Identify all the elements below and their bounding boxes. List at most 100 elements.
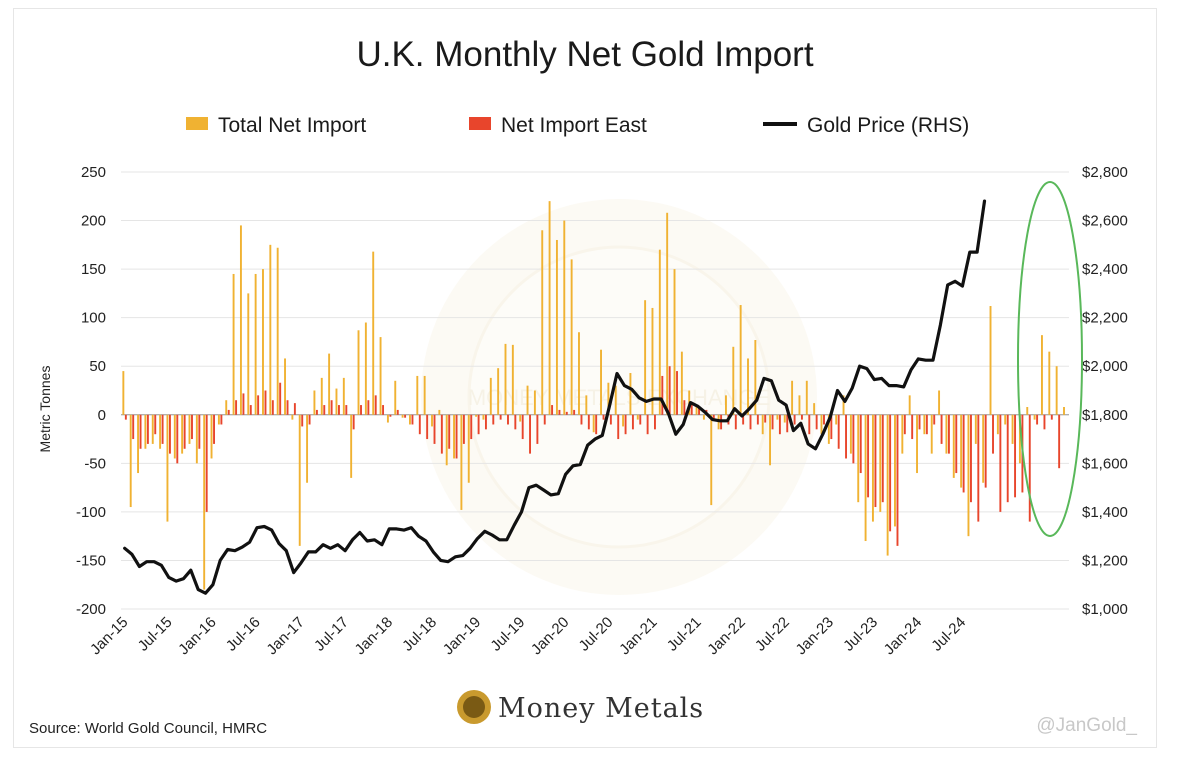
- total-net-import-bar: [548, 201, 551, 415]
- total-net-import-bar: [820, 414, 823, 435]
- total-net-import-bar: [166, 414, 169, 522]
- author-credit: @JanGold_: [1036, 715, 1137, 736]
- watermark-outer-ring: [421, 199, 817, 595]
- total-net-import-bar: [203, 414, 206, 590]
- total-net-import-bar: [776, 414, 779, 420]
- net-import-east-bar: [227, 409, 230, 415]
- net-import-east-bar: [279, 382, 282, 415]
- y-tick-label: 250: [81, 164, 106, 181]
- total-net-import-bar: [511, 344, 514, 415]
- total-net-import-bar: [232, 273, 235, 415]
- total-net-import-bar: [871, 414, 874, 522]
- total-net-import-bar: [1048, 351, 1051, 415]
- legend-swatch-net-import-east: [469, 117, 491, 130]
- net-import-east-bar: [903, 414, 906, 435]
- total-net-import-bar: [644, 300, 647, 415]
- total-net-import-bar: [460, 414, 463, 510]
- net-import-east-bar: [742, 414, 745, 425]
- net-import-east-bar: [551, 405, 554, 415]
- total-net-import-bar: [651, 307, 654, 415]
- total-net-import-bar: [188, 414, 191, 444]
- legend-label-gold-price: Gold Price (RHS): [807, 114, 969, 137]
- y-tick-label: -200: [76, 601, 106, 618]
- total-net-import-bar: [607, 382, 610, 415]
- total-net-import-bar: [813, 403, 816, 415]
- net-import-east-bar: [756, 414, 759, 425]
- x-tick-label: Jul-17: [311, 614, 352, 655]
- net-import-east-bar: [1058, 414, 1061, 469]
- total-net-import-bar: [372, 251, 375, 415]
- net-import-east-bar: [132, 414, 135, 440]
- net-import-east-bar: [352, 414, 355, 430]
- total-net-import-bar: [570, 259, 573, 415]
- net-import-east-bar: [698, 407, 701, 415]
- total-net-import-bar: [159, 414, 162, 449]
- net-import-east-bar: [264, 390, 267, 415]
- net-import-east-bar: [896, 414, 899, 546]
- total-net-import-bar: [1004, 414, 1007, 425]
- net-import-east-bar: [418, 414, 421, 435]
- total-net-import-bar: [1018, 414, 1021, 464]
- net-import-east-bar: [889, 414, 892, 532]
- net-import-east-bar: [345, 405, 348, 415]
- chart-title: U.K. Monthly Net Gold Import: [356, 35, 813, 74]
- total-net-import-bar: [673, 269, 676, 415]
- net-import-east-bar: [462, 414, 465, 444]
- net-import-east-bar: [271, 400, 274, 415]
- net-import-east-bar: [389, 414, 392, 417]
- total-net-import-bar: [401, 414, 404, 418]
- net-import-east-bar: [830, 414, 833, 440]
- total-net-import-bar: [974, 414, 977, 444]
- net-import-east-bar: [382, 405, 385, 415]
- total-net-import-bar: [680, 351, 683, 415]
- net-import-east-bar: [1043, 414, 1046, 430]
- total-net-import-bar: [137, 414, 140, 474]
- net-import-east-bar: [778, 414, 781, 435]
- y2-tick-label: $2,200: [1082, 310, 1128, 327]
- net-import-east-bar: [1014, 414, 1017, 498]
- x-tick-label: Jul-21: [664, 614, 705, 655]
- net-import-east-bar: [492, 414, 495, 425]
- net-import-east-bar: [800, 414, 803, 420]
- y2-tick-label: $1,000: [1082, 601, 1128, 618]
- net-import-east-bar: [168, 414, 171, 454]
- legend-swatch-total-net-import: [186, 117, 208, 130]
- total-net-import-bar: [519, 414, 522, 422]
- total-net-import-bar: [614, 385, 617, 415]
- total-net-import-bar: [298, 414, 301, 546]
- net-import-east-bar: [1028, 414, 1031, 522]
- net-import-east-bar: [374, 395, 377, 415]
- brand-torch-icon: [463, 696, 485, 718]
- total-net-import-bar: [504, 343, 507, 415]
- total-net-import-bar: [423, 375, 426, 415]
- net-import-east-bar: [676, 371, 678, 415]
- y-tick-label: 150: [81, 261, 106, 278]
- total-net-import-bar: [879, 414, 882, 512]
- net-import-east-bar: [609, 414, 612, 425]
- net-import-east-bar: [749, 414, 752, 430]
- x-tick-label: Jan-18: [352, 614, 396, 658]
- net-import-east-bar: [1036, 414, 1039, 425]
- total-net-import-bar: [592, 414, 595, 433]
- net-import-east-bar: [521, 414, 524, 440]
- net-import-east-bar: [330, 400, 333, 415]
- net-import-east-bar: [999, 414, 1002, 512]
- total-net-import-bar: [1026, 407, 1029, 415]
- total-net-import-bar: [636, 414, 639, 420]
- net-import-east-bar: [404, 414, 407, 418]
- x-tick-label: Jul-22: [752, 614, 793, 655]
- net-import-east-bar: [338, 405, 340, 415]
- net-import-east-bar: [977, 414, 980, 522]
- total-net-import-bar: [769, 414, 772, 466]
- x-tick-label: Jul-19: [487, 614, 528, 655]
- total-net-import-bar: [475, 414, 478, 417]
- total-net-import-bar: [357, 330, 360, 415]
- gold-price-series-line: [123, 199, 987, 595]
- total-net-import-bar: [805, 380, 808, 415]
- total-net-import-bar: [835, 414, 838, 425]
- net-import-east-bar: [455, 414, 458, 459]
- net-import-east-bar: [837, 414, 840, 449]
- x-tick-label: Jan-19: [440, 614, 484, 658]
- total-net-import-bar: [923, 414, 926, 435]
- total-net-import-bar: [225, 400, 228, 415]
